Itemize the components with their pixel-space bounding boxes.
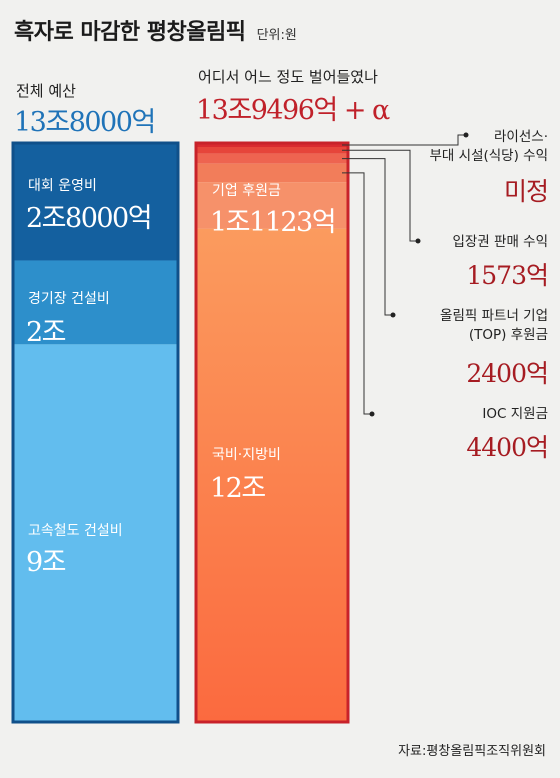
budget-segment-2 — [13, 344, 178, 722]
callout-dot-1 — [415, 238, 421, 244]
revenue-segment-1 — [196, 147, 348, 154]
callout-leader-0 — [342, 134, 466, 146]
callout-leader-2 — [342, 158, 393, 316]
segment-value-railway: 9조 — [26, 547, 67, 578]
segment-label-corporate: 기업 후원금 — [212, 183, 281, 199]
budget-total-value: 13조8000억 — [14, 107, 156, 138]
revenue-segment-0 — [196, 143, 348, 147]
budget-total-label: 전체 예산 — [16, 82, 76, 100]
segment-label-venues: 경기장 건설비 — [28, 291, 110, 307]
callout-ticket-label: 입장권 판매 수익 — [452, 234, 548, 250]
revenue-segment-3 — [196, 163, 348, 183]
budget-segment-1 — [13, 260, 178, 345]
callout-leader-3 — [342, 172, 372, 415]
revenue-total-value: 13조9496억 + α — [196, 95, 390, 126]
revenue-bar-border — [194, 141, 350, 724]
callout-ticket-value: 1573억 — [466, 261, 549, 290]
segment-value-government: 12조 — [210, 473, 266, 504]
chart-title: 흑자로 마감한 평창올림픽 — [14, 20, 246, 45]
callout-top-line1: 올림픽 파트너 기업 — [440, 308, 548, 324]
revenue-segment-gradient — [196, 228, 348, 722]
unit-label: 단위:원 — [256, 28, 297, 43]
segment-value-corporate: 1조1123억 — [210, 207, 337, 238]
callout-license-line1: 라이선스· — [494, 129, 548, 145]
segment-label-railway: 고속철도 건설비 — [28, 523, 123, 539]
callout-top-label: 올림픽 파트너 기업 (TOP) 후원금 — [440, 307, 548, 345]
segment-value-venues: 2조 — [26, 317, 67, 348]
callout-license-value: 미정 — [503, 177, 549, 206]
segment-value-operations: 2조8000억 — [26, 203, 153, 234]
callout-dot-3 — [369, 411, 375, 417]
callout-license-label: 라이선스· 부대 시설(식당) 수익 — [430, 128, 548, 166]
callout-dot-2 — [390, 312, 396, 318]
segment-label-operations: 대회 운영비 — [28, 178, 97, 194]
segment-label-government: 국비·지방비 — [212, 447, 281, 463]
callout-top-line2: (TOP) 후원금 — [468, 327, 548, 343]
budget-bar-border — [11, 141, 180, 724]
callout-top-value: 2400억 — [466, 359, 549, 388]
callout-ioc-label: IOC 지원금 — [482, 406, 548, 422]
revenue-segment-2 — [196, 153, 348, 164]
revenue-total-label: 어디서 어느 정도 벌어들였나 — [198, 68, 378, 86]
revenue-segment-4 — [196, 182, 348, 229]
callout-license-line2: 부대 시설(식당) 수익 — [429, 148, 548, 164]
callout-leader-1 — [342, 149, 418, 242]
callout-dot-0 — [463, 132, 469, 138]
callout-ioc-value: 4400억 — [466, 433, 549, 462]
title-row: 흑자로 마감한 평창올림픽 단위:원 — [14, 14, 297, 46]
budget-segment-0 — [13, 143, 178, 261]
source-note: 자료:평창올림픽조직위원회 — [398, 744, 546, 759]
